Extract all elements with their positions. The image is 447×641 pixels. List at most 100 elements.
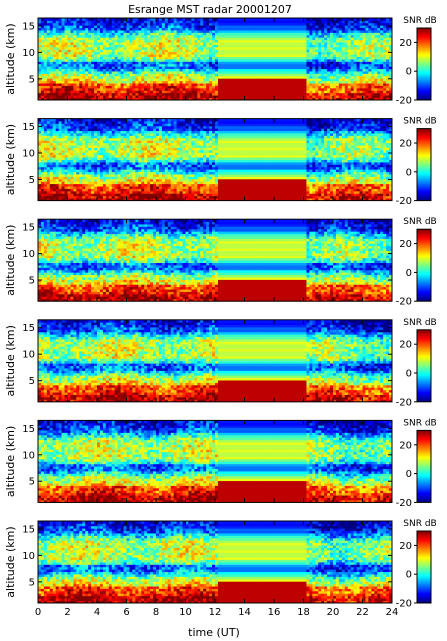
heatmap-cell (191, 87, 195, 91)
heatmap-cell (94, 20, 98, 24)
heatmap-cell (150, 46, 154, 50)
heatmap-cell (291, 87, 296, 91)
heatmap-cell (97, 145, 101, 148)
heatmap-cell (70, 121, 74, 124)
heatmap-cell (235, 68, 239, 72)
heatmap-cell (76, 54, 80, 57)
heatmap-cell (108, 171, 113, 175)
heatmap-cell (91, 176, 95, 180)
heatmap-cell (102, 157, 107, 160)
heatmap-cell (262, 66, 266, 70)
heatmap-cell (359, 18, 363, 21)
heatmap-cell (156, 42, 160, 45)
heatmap-cell (61, 125, 65, 129)
heatmap-cell (276, 90, 281, 94)
heatmap-cell (200, 20, 204, 24)
heatmap-cell (389, 66, 393, 70)
heatmap-cell (117, 59, 121, 62)
heatmap-cell (294, 78, 298, 82)
heatmap-cell (43, 54, 48, 57)
heatmap-cell (138, 39, 142, 43)
heatmap-cell (312, 90, 316, 94)
heatmap-cell (82, 80, 86, 84)
heatmap-cell (123, 97, 127, 101)
heatmap-cell (123, 66, 127, 70)
heatmap-cell (315, 78, 319, 82)
heatmap-cell (200, 61, 204, 65)
heatmap-cell (49, 195, 54, 199)
heatmap-cell (271, 78, 275, 82)
heatmap-cell (282, 66, 287, 70)
heatmap-cell (97, 97, 101, 101)
heatmap-cell (117, 25, 121, 29)
heatmap-cell (67, 75, 71, 79)
heatmap-cell (238, 61, 242, 65)
heatmap-cell (247, 63, 251, 67)
heatmap-cell (70, 123, 74, 127)
heatmap-cell (38, 142, 42, 146)
heatmap-cell (176, 97, 180, 101)
heatmap-cell (324, 68, 328, 72)
heatmap-cell (383, 18, 387, 21)
heatmap-cell (38, 157, 42, 160)
heatmap-cell (79, 22, 83, 26)
heatmap-cell (179, 71, 183, 74)
heatmap-cell (108, 87, 113, 91)
heatmap-cell (55, 133, 60, 136)
heatmap-cell (321, 68, 325, 72)
heatmap-cell (138, 97, 142, 101)
heatmap-cell (38, 42, 42, 45)
heatmap-cell (365, 27, 369, 31)
heatmap-cell (274, 75, 278, 79)
heatmap-cell (61, 162, 65, 165)
heatmap-cell (288, 83, 293, 86)
heatmap-cell (70, 18, 74, 21)
heatmap-cell (309, 20, 313, 24)
heatmap-cell (217, 78, 222, 82)
heatmap-cell (312, 92, 316, 96)
heatmap-cell (182, 42, 186, 45)
heatmap-cell (105, 51, 110, 55)
heatmap-cell (49, 42, 54, 45)
heatmap-cell (170, 78, 175, 82)
heatmap-cell (377, 78, 381, 82)
heatmap-cell (297, 22, 301, 26)
heatmap-cell (191, 20, 195, 24)
heatmap-cell (176, 63, 180, 67)
heatmap-cell (244, 80, 248, 84)
heatmap-cell (303, 32, 307, 36)
heatmap-cell (268, 66, 272, 70)
heatmap-cell (229, 75, 234, 79)
heatmap-cell (70, 97, 74, 101)
heatmap-cell (327, 97, 331, 101)
heatmap-cell (82, 183, 86, 187)
heatmap-cell (356, 34, 360, 38)
heatmap-cell (294, 34, 298, 38)
heatmap-cell (327, 54, 331, 57)
heatmap-cell (244, 92, 248, 96)
heatmap-cell (226, 87, 231, 91)
heatmap-cell (244, 27, 248, 31)
heatmap-cell (97, 66, 101, 70)
heatmap-cell (111, 85, 116, 89)
heatmap-cell (135, 44, 139, 48)
heatmap-cell (333, 59, 337, 62)
heatmap-cell (76, 145, 80, 148)
heatmap-cell (49, 46, 54, 50)
heatmap-cell (209, 46, 213, 50)
heatmap-cell (262, 75, 266, 79)
heatmap-cell (111, 37, 116, 41)
heatmap-cell (117, 87, 121, 91)
heatmap-cell (271, 37, 275, 41)
heatmap-cell (52, 63, 57, 67)
heatmap-cell (70, 152, 74, 156)
heatmap-cell (368, 87, 372, 91)
heatmap-cell (259, 85, 263, 89)
heatmap-cell (380, 34, 384, 38)
heatmap-cell (318, 27, 322, 31)
heatmap-cell (55, 44, 60, 48)
heatmap-cell (327, 75, 331, 79)
heatmap-cell (282, 34, 287, 38)
heatmap-cell (250, 80, 254, 84)
heatmap-cell (73, 61, 77, 65)
